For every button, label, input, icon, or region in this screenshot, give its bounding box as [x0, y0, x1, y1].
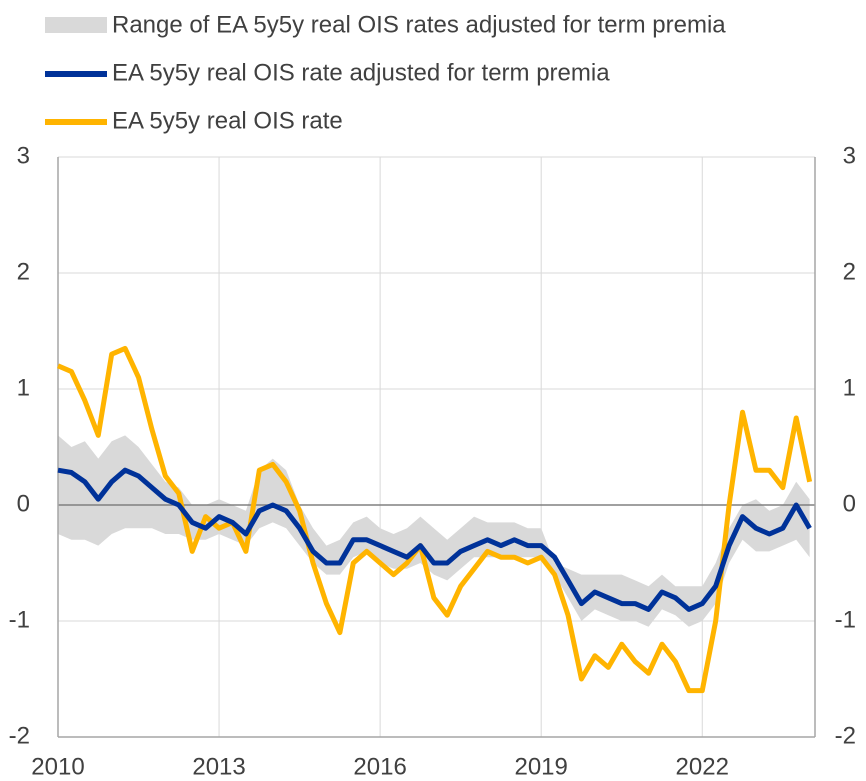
y-tick-label: -1	[9, 606, 30, 633]
x-tick-label: 2016	[353, 753, 406, 780]
y2-tick-label: 0	[843, 490, 856, 517]
y2-tick-label: -2	[835, 722, 856, 749]
legend-label: EA 5y5y real OIS rate adjusted for term …	[112, 59, 610, 86]
y2-tick-label: 3	[843, 142, 856, 169]
y-tick-label: 3	[17, 142, 30, 169]
y-tick-label: -2	[9, 722, 30, 749]
legend-label: Range of EA 5y5y real OIS rates adjusted…	[112, 11, 726, 38]
y-tick-label: 2	[17, 258, 30, 285]
x-tick-label: 2013	[192, 753, 245, 780]
x-tick-label: 2022	[676, 753, 729, 780]
range-band	[58, 435, 810, 627]
x-tick-label: 2010	[31, 753, 84, 780]
y2-tick-label: -1	[835, 606, 856, 633]
legend-label: EA 5y5y real OIS rate	[112, 107, 343, 134]
legend-swatch	[45, 17, 107, 33]
y2-tick-label: 2	[843, 258, 856, 285]
y2-tick-label: 1	[843, 374, 856, 401]
x-tick-label: 2019	[514, 753, 567, 780]
y-tick-label: 1	[17, 374, 30, 401]
y-tick-label: 0	[17, 490, 30, 517]
series-line	[57, 467, 812, 612]
